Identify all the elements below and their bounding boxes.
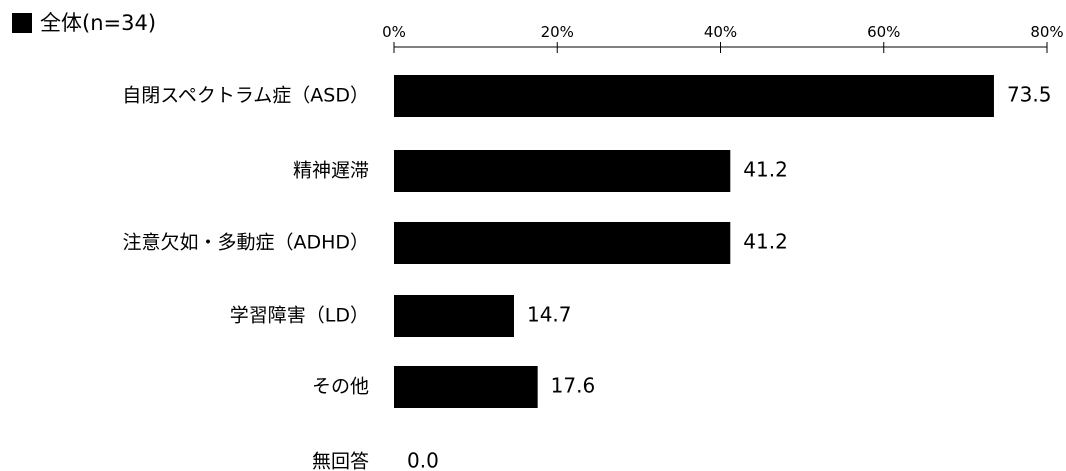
x-tick-label: 80%	[1030, 23, 1063, 41]
category-label: 精神遅滞	[293, 160, 369, 182]
data-label: 17.6	[551, 374, 596, 398]
legend-label: 全体(n=34)	[40, 11, 157, 35]
x-tick-label: 20%	[541, 23, 574, 41]
data-label: 41.2	[743, 230, 788, 254]
category-label: 学習障害（LD）	[230, 305, 369, 327]
category-label: 自閉スペクトラム症（ASD）	[122, 85, 369, 107]
category-label: 注意欠如・多動症（ADHD）	[122, 232, 369, 254]
bar	[394, 150, 731, 192]
bar	[394, 222, 731, 264]
bar	[394, 295, 514, 337]
category-label: その他	[312, 376, 369, 398]
x-tick-label: 0%	[382, 23, 406, 41]
data-label: 73.5	[1007, 83, 1052, 107]
data-label: 0.0	[407, 449, 439, 471]
legend: 全体(n=34)	[12, 10, 156, 36]
x-tick-label: 40%	[704, 23, 737, 41]
data-label: 41.2	[743, 158, 788, 182]
bar	[394, 366, 538, 408]
category-label: 無回答	[312, 451, 369, 471]
bar	[394, 75, 994, 117]
x-tick-label: 60%	[867, 23, 900, 41]
data-label: 14.7	[527, 303, 572, 327]
legend-swatch	[12, 13, 32, 33]
